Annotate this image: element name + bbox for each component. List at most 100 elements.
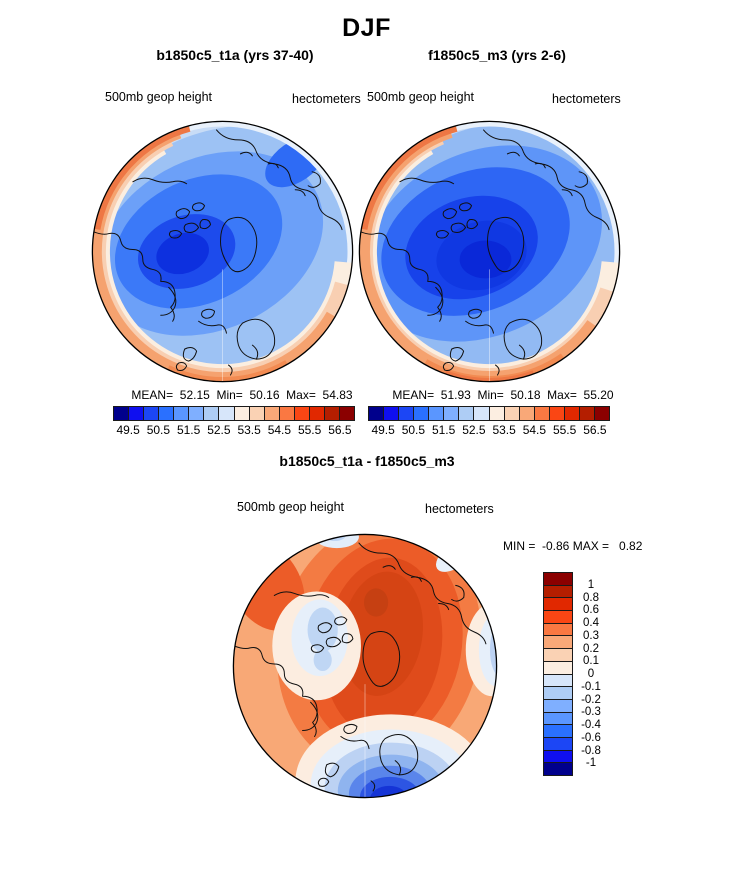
colorbar-cell: [544, 585, 572, 599]
colorbar-tick-label: -0.6: [581, 731, 601, 744]
colorbar-cell: [459, 407, 475, 420]
colorbar-tick-label: 0: [587, 668, 595, 680]
right-units-label: hectometers: [552, 92, 621, 106]
colorbar-tick-label: -0.2: [581, 693, 601, 706]
colorbar-cell: [489, 407, 505, 420]
colorbar-tick-label: 0.8: [583, 591, 599, 604]
colorbar-tick-label: 55.5: [552, 423, 577, 437]
colorbar-tick-label: 50.5: [146, 423, 171, 437]
colorbar-tick-label: -0.8: [581, 744, 601, 757]
colorbar-cell: [544, 611, 572, 624]
colorbar-tick-label: 55.5: [297, 423, 322, 437]
colorbar-cell: [564, 407, 580, 420]
colorbar-tick-label: 0.1: [583, 655, 599, 668]
right-field-label: 500mb geop height: [367, 90, 475, 104]
colorbar-cell: [429, 407, 445, 420]
colorbar-cell: [544, 598, 572, 612]
colorbar-cell: [544, 636, 572, 650]
colorbar-cell: [159, 407, 175, 420]
colorbar-cell: [544, 725, 572, 738]
colorbar-cell: [474, 407, 490, 420]
colorbar-tick-label: 52.5: [462, 423, 486, 437]
colorbar-cell: [309, 407, 325, 420]
colorbar-tick-label: 1: [587, 578, 595, 591]
diff-colorbar-ticks: 1 0.8 0.6 0.4 0.3 0.2 0.1 0 -0.1 -0.2 -0.3 -0.4 -0.6…: [576, 572, 606, 776]
colorbar-cell: [324, 407, 340, 420]
right-panel-title: f1850c5_m3 (yrs 2-6): [428, 47, 566, 63]
colorbar-tick-label: 52.5: [207, 423, 231, 437]
figure-title: DJF: [342, 14, 391, 42]
colorbar-cell: [369, 407, 385, 420]
colorbar-cell: [544, 750, 572, 764]
colorbar-cell: [294, 407, 310, 420]
colorbar-cell: [549, 407, 565, 420]
left-panel-title: b1850c5_t1a (yrs 37-40): [156, 47, 314, 63]
colorbar-tick-label: 50.5: [401, 423, 426, 437]
colorbar-tick-label: 49.5: [116, 423, 140, 437]
colorbar-tick-label: 51.5: [176, 423, 201, 437]
diff-field-label: 500mb geop height: [237, 500, 345, 514]
colorbar-cell: [544, 573, 572, 586]
colorbar-cell: [339, 407, 354, 420]
colorbar-cell: [594, 407, 609, 420]
colorbar-cell: [544, 661, 572, 675]
map-diff-polar-contour: [232, 533, 498, 799]
colorbar-tick-label: 56.5: [328, 423, 352, 437]
colorbar-cell: [114, 407, 130, 420]
left-stats-line: MEAN= 52.15 Min= 50.16 Max= 54.83: [131, 388, 353, 402]
colorbar-tick-label: 0.6: [583, 604, 599, 617]
colorbar-cell: [174, 407, 190, 420]
left-colorbar: [113, 406, 355, 421]
left-units-label: hectometers: [292, 92, 361, 106]
diff-units-label: hectometers: [425, 502, 494, 516]
diff-minmax-line: MIN = -0.86 MAX = 0.82: [503, 539, 643, 553]
colorbar-tick-label: -1: [585, 757, 597, 770]
colorbar-cell: [279, 407, 295, 420]
colorbar-tick-label: 0.2: [583, 642, 599, 655]
colorbar-tick-label: 0.4: [583, 617, 599, 629]
colorbar-tick-label: -0.3: [581, 706, 601, 719]
right-stats-line: MEAN= 51.93 Min= 50.18 Max= 55.20: [392, 388, 614, 402]
colorbar-cell: [234, 407, 250, 420]
colorbar-tick-label: 53.5: [492, 423, 516, 437]
colorbar-tick-label: 54.5: [267, 423, 292, 437]
colorbar-cell: [544, 699, 572, 713]
colorbar-tick-label: -0.4: [581, 719, 601, 731]
colorbar-cell: [204, 407, 220, 420]
colorbar-cell: [544, 674, 572, 688]
left-field-label: 500mb geop height: [105, 90, 213, 104]
colorbar-cell: [544, 763, 572, 775]
colorbar-tick-label: 0.3: [583, 629, 599, 642]
colorbar-tick-label: 54.5: [522, 423, 547, 437]
colorbar-cell: [544, 737, 572, 751]
map-right-polar-contour: [358, 120, 621, 383]
colorbar-cell: [519, 407, 535, 420]
colorbar-cell: [544, 649, 572, 662]
colorbar-tick-label: 49.5: [371, 423, 395, 437]
colorbar-tick-label: 51.5: [431, 423, 456, 437]
colorbar-cell: [219, 407, 235, 420]
colorbar-cell: [264, 407, 280, 420]
colorbar-cell: [414, 407, 430, 420]
right-colorbar-ticks: 49.5 50.5 51.5 52.5 53.5 54.5 55.5 56.5: [368, 423, 610, 439]
colorbar-cell: [504, 407, 520, 420]
colorbar-cell: [544, 712, 572, 726]
colorbar-cell: [444, 407, 460, 420]
colorbar-cell: [129, 407, 145, 420]
colorbar-tick-label: 56.5: [583, 423, 607, 437]
colorbar-cell: [189, 407, 205, 420]
colorbar-cell: [399, 407, 415, 420]
colorbar-cell: [144, 407, 160, 420]
diff-colorbar: [543, 572, 573, 776]
colorbar-cell: [534, 407, 550, 420]
colorbar-cell: [249, 407, 265, 420]
diff-panel-title: b1850c5_t1a - f1850c5_m3: [279, 453, 455, 469]
colorbar-tick-label: -0.1: [581, 680, 601, 693]
colorbar-cell: [579, 407, 595, 420]
colorbar-cell: [544, 623, 572, 637]
right-colorbar: [368, 406, 610, 421]
colorbar-cell: [384, 407, 400, 420]
left-colorbar-ticks: 49.5 50.5 51.5 52.5 53.5 54.5 55.5 56.5: [113, 423, 355, 439]
map-left-polar-contour: [91, 120, 354, 383]
